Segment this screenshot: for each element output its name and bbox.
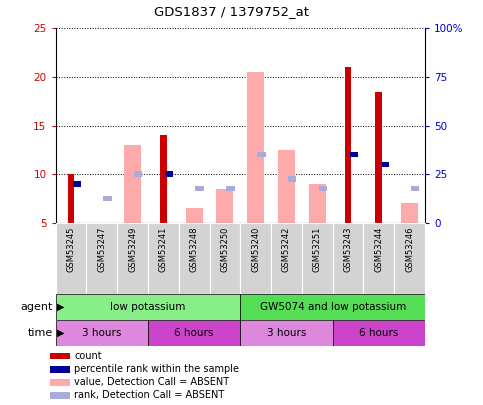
- Text: ▶: ▶: [57, 328, 64, 338]
- Text: 3 hours: 3 hours: [82, 328, 121, 338]
- Text: GSM53249: GSM53249: [128, 226, 137, 272]
- Text: GSM53248: GSM53248: [190, 226, 199, 272]
- Bar: [86, 223, 117, 294]
- Bar: [73, 181, 81, 187]
- Text: GDS1837 / 1379752_at: GDS1837 / 1379752_at: [155, 5, 309, 18]
- Bar: [394, 223, 425, 294]
- Bar: [278, 150, 295, 223]
- Bar: [240, 223, 271, 294]
- Bar: [50, 366, 70, 373]
- Bar: [288, 176, 297, 182]
- Bar: [210, 223, 240, 294]
- Text: GSM53250: GSM53250: [220, 226, 229, 272]
- Text: 6 hours: 6 hours: [359, 328, 398, 338]
- Bar: [345, 67, 352, 223]
- Text: rank, Detection Call = ABSENT: rank, Detection Call = ABSENT: [74, 390, 225, 401]
- Bar: [216, 189, 233, 223]
- Bar: [401, 203, 418, 223]
- Bar: [117, 223, 148, 294]
- Text: time: time: [28, 328, 53, 338]
- Bar: [257, 152, 266, 158]
- Bar: [318, 186, 327, 192]
- Bar: [148, 223, 179, 294]
- Bar: [68, 174, 74, 223]
- Bar: [50, 379, 70, 386]
- Bar: [375, 92, 382, 223]
- Text: GSM53242: GSM53242: [282, 226, 291, 272]
- Text: count: count: [74, 351, 102, 361]
- Bar: [148, 320, 241, 346]
- Bar: [333, 223, 364, 294]
- Bar: [50, 392, 70, 399]
- Text: GSM53245: GSM53245: [67, 226, 75, 272]
- Bar: [103, 196, 112, 201]
- Bar: [50, 353, 70, 359]
- Bar: [350, 152, 358, 158]
- Bar: [302, 223, 333, 294]
- Text: GSM53247: GSM53247: [97, 226, 106, 272]
- Text: GSM53251: GSM53251: [313, 226, 322, 272]
- Bar: [271, 223, 302, 294]
- Bar: [411, 186, 420, 192]
- Bar: [160, 135, 167, 223]
- Text: 3 hours: 3 hours: [267, 328, 306, 338]
- Bar: [56, 294, 241, 320]
- Text: ▶: ▶: [57, 302, 64, 312]
- Text: agent: agent: [21, 302, 53, 312]
- Text: low potassium: low potassium: [110, 302, 185, 312]
- Text: GW5074 and low potassium: GW5074 and low potassium: [259, 302, 406, 312]
- Text: GSM53241: GSM53241: [159, 226, 168, 272]
- Bar: [56, 320, 148, 346]
- Text: GSM53240: GSM53240: [251, 226, 260, 272]
- Bar: [381, 162, 389, 167]
- Bar: [226, 186, 235, 192]
- Bar: [166, 171, 173, 177]
- Bar: [56, 223, 86, 294]
- Bar: [124, 145, 141, 223]
- Bar: [309, 184, 326, 223]
- Text: GSM53243: GSM53243: [343, 226, 353, 272]
- Text: percentile rank within the sample: percentile rank within the sample: [74, 364, 239, 374]
- Bar: [241, 294, 425, 320]
- Bar: [195, 186, 204, 192]
- Bar: [364, 223, 394, 294]
- Text: GSM53246: GSM53246: [405, 226, 414, 272]
- Bar: [333, 320, 425, 346]
- Bar: [185, 208, 202, 223]
- Bar: [247, 72, 264, 223]
- Text: 6 hours: 6 hours: [174, 328, 214, 338]
- Bar: [241, 320, 333, 346]
- Bar: [179, 223, 210, 294]
- Text: GSM53244: GSM53244: [374, 226, 384, 272]
- Bar: [134, 171, 142, 177]
- Text: value, Detection Call = ABSENT: value, Detection Call = ABSENT: [74, 377, 229, 387]
